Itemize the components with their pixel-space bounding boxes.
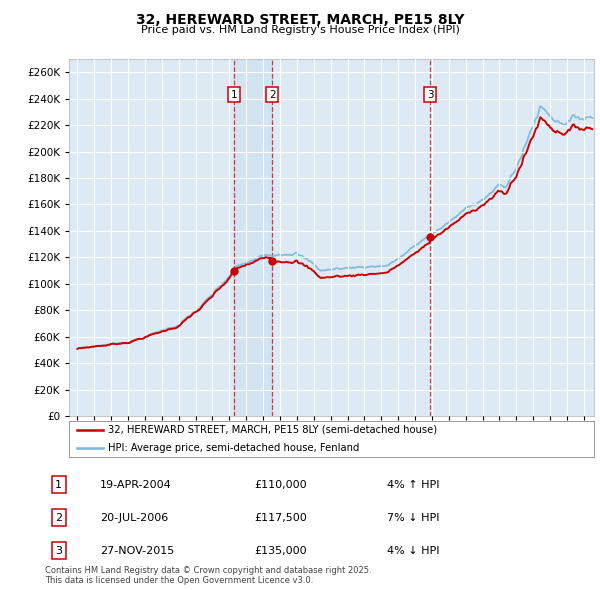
Text: 1: 1 xyxy=(231,90,238,100)
Text: 7% ↓ HPI: 7% ↓ HPI xyxy=(387,513,440,523)
Bar xyxy=(234,59,272,416)
Text: 19-APR-2004: 19-APR-2004 xyxy=(100,480,172,490)
Text: 1: 1 xyxy=(55,480,62,490)
Text: Contains HM Land Registry data © Crown copyright and database right 2025.
This d: Contains HM Land Registry data © Crown c… xyxy=(45,566,371,585)
Text: £135,000: £135,000 xyxy=(255,546,307,556)
Text: 20-JUL-2006: 20-JUL-2006 xyxy=(100,513,169,523)
Text: 3: 3 xyxy=(427,90,434,100)
Text: 4% ↑ HPI: 4% ↑ HPI xyxy=(387,480,440,490)
Text: HPI: Average price, semi-detached house, Fenland: HPI: Average price, semi-detached house,… xyxy=(109,443,360,453)
Text: 2: 2 xyxy=(269,90,276,100)
Text: £117,500: £117,500 xyxy=(255,513,308,523)
Text: 27-NOV-2015: 27-NOV-2015 xyxy=(100,546,175,556)
Text: 3: 3 xyxy=(55,546,62,556)
Text: 4% ↓ HPI: 4% ↓ HPI xyxy=(387,546,440,556)
Text: Price paid vs. HM Land Registry's House Price Index (HPI): Price paid vs. HM Land Registry's House … xyxy=(140,25,460,35)
Text: 2: 2 xyxy=(55,513,62,523)
Text: 32, HEREWARD STREET, MARCH, PE15 8LY: 32, HEREWARD STREET, MARCH, PE15 8LY xyxy=(136,13,464,27)
Text: 32, HEREWARD STREET, MARCH, PE15 8LY (semi-detached house): 32, HEREWARD STREET, MARCH, PE15 8LY (se… xyxy=(109,425,437,435)
Text: £110,000: £110,000 xyxy=(255,480,307,490)
